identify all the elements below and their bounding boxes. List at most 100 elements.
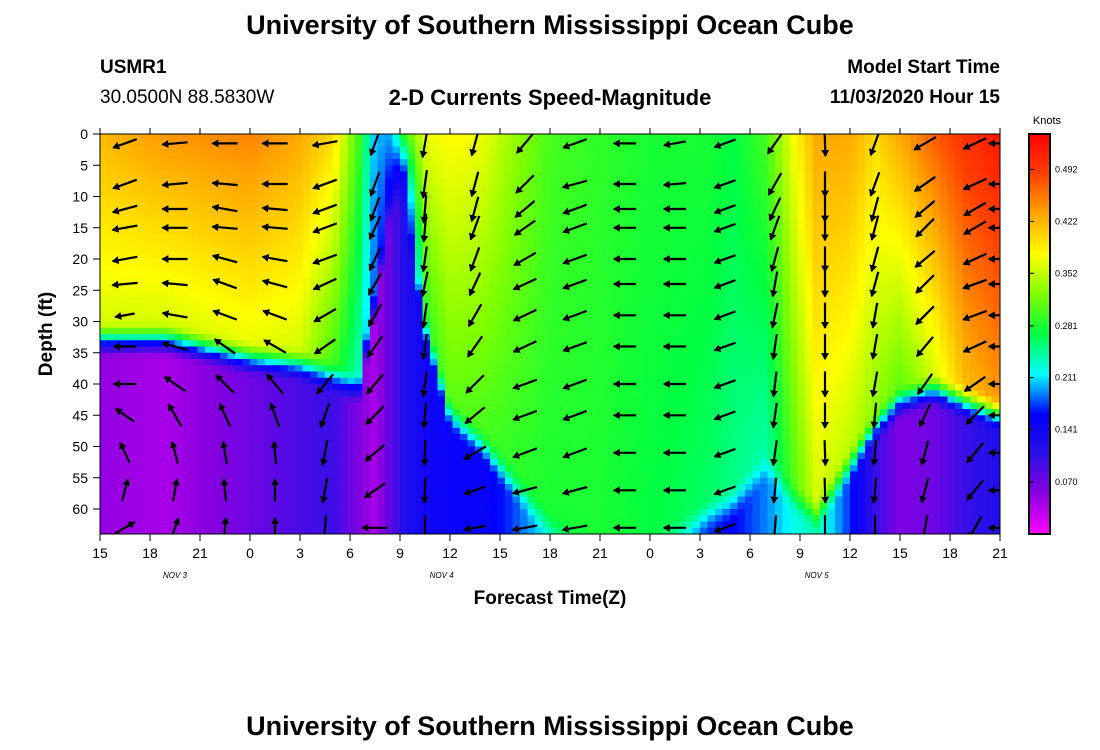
- heat-cell: [632, 296, 641, 304]
- heat-cell: [257, 471, 266, 479]
- heat-cell: [325, 296, 334, 304]
- heat-cell: [505, 277, 514, 285]
- heat-cell: [130, 246, 139, 254]
- heat-cell: [542, 477, 551, 485]
- heat-cell: [647, 284, 656, 291]
- heat-cell: [122, 340, 131, 348]
- heat-cell: [190, 152, 199, 160]
- heat-cell: [347, 227, 356, 235]
- heat-cell: [422, 177, 431, 185]
- heat-cell: [595, 390, 604, 398]
- heat-cell: [550, 252, 559, 260]
- heat-cell: [130, 446, 139, 454]
- heat-cell: [557, 209, 566, 216]
- heat-cell: [580, 234, 589, 241]
- heat-cell: [130, 327, 139, 335]
- heat-cell: [542, 440, 551, 448]
- heat-cell: [377, 246, 386, 254]
- heat-cell: [152, 452, 161, 460]
- heat-cell: [670, 427, 679, 435]
- heat-cell: [265, 177, 274, 185]
- heat-cell: [617, 234, 626, 241]
- heat-cell: [640, 146, 649, 154]
- heat-cell: [460, 140, 469, 148]
- heat-cell: [482, 227, 491, 235]
- heat-cell: [302, 134, 311, 141]
- heat-cell: [257, 502, 266, 510]
- heat-cell: [527, 502, 536, 510]
- heat-cell: [235, 184, 244, 191]
- heat-cell: [332, 371, 341, 379]
- heat-cell: [265, 259, 274, 266]
- heat-cell: [265, 415, 274, 423]
- heat-cell: [190, 340, 199, 348]
- heat-cell: [602, 371, 611, 379]
- heat-cell: [460, 352, 469, 360]
- heat-cell: [550, 402, 559, 410]
- heat-cell: [167, 340, 176, 348]
- heat-cell: [212, 484, 221, 491]
- heat-cell: [220, 152, 229, 160]
- heat-cell: [430, 302, 439, 310]
- heat-cell: [182, 302, 191, 310]
- heat-cell: [287, 446, 296, 454]
- heat-cell: [205, 415, 214, 423]
- heat-cell: [205, 140, 214, 148]
- heat-cell: [572, 321, 581, 329]
- heat-cell: [317, 265, 326, 273]
- heat-cell: [505, 252, 514, 260]
- heat-cell: [625, 402, 634, 410]
- heat-cell: [355, 484, 364, 491]
- heat-cell: [280, 165, 289, 173]
- heat-cell: [535, 259, 544, 266]
- heat-cell: [152, 509, 161, 516]
- heat-cell: [182, 409, 191, 416]
- heat-cell: [257, 265, 266, 273]
- heat-cell: [130, 365, 139, 373]
- heat-cell: [467, 434, 476, 441]
- heat-cell: [362, 515, 371, 523]
- heat-cell: [302, 340, 311, 348]
- heat-cell: [587, 434, 596, 441]
- heat-cell: [287, 334, 296, 341]
- heat-cell: [130, 459, 139, 466]
- heat-cell: [512, 434, 521, 441]
- heat-cell: [527, 134, 536, 141]
- heat-cell: [317, 159, 326, 166]
- heat-cell: [362, 352, 371, 360]
- heat-cell: [130, 371, 139, 379]
- heat-cell: [227, 452, 236, 460]
- heat-cell: [295, 471, 304, 479]
- heat-cell: [145, 134, 154, 141]
- heat-cell: [565, 277, 574, 285]
- heat-cell: [332, 252, 341, 260]
- heat-cell: [610, 246, 619, 254]
- heat-cell: [175, 309, 184, 316]
- heat-cell: [257, 327, 266, 335]
- heat-cell: [497, 496, 506, 504]
- heat-cell: [647, 165, 656, 173]
- heat-cell: [242, 371, 251, 379]
- heat-cell: [362, 171, 371, 179]
- heat-cell: [572, 196, 581, 204]
- heat-cell: [467, 221, 476, 229]
- heat-cell: [220, 327, 229, 335]
- heat-cell: [182, 521, 191, 529]
- heat-cell: [152, 252, 161, 260]
- heat-cell: [340, 352, 349, 360]
- heat-cell: [482, 234, 491, 241]
- heat-cell: [392, 252, 401, 260]
- heat-cell: [557, 234, 566, 241]
- heat-cell: [310, 377, 319, 385]
- heat-cell: [122, 384, 131, 391]
- heat-cell: [655, 346, 664, 354]
- heat-cell: [145, 390, 154, 398]
- heat-cell: [220, 471, 229, 479]
- heat-cell: [235, 240, 244, 248]
- heat-cell: [580, 352, 589, 360]
- heat-cell: [107, 215, 116, 223]
- heat-cell: [527, 371, 536, 379]
- heat-cell: [437, 459, 446, 466]
- heat-cell: [475, 502, 484, 510]
- heat-cell: [152, 402, 161, 410]
